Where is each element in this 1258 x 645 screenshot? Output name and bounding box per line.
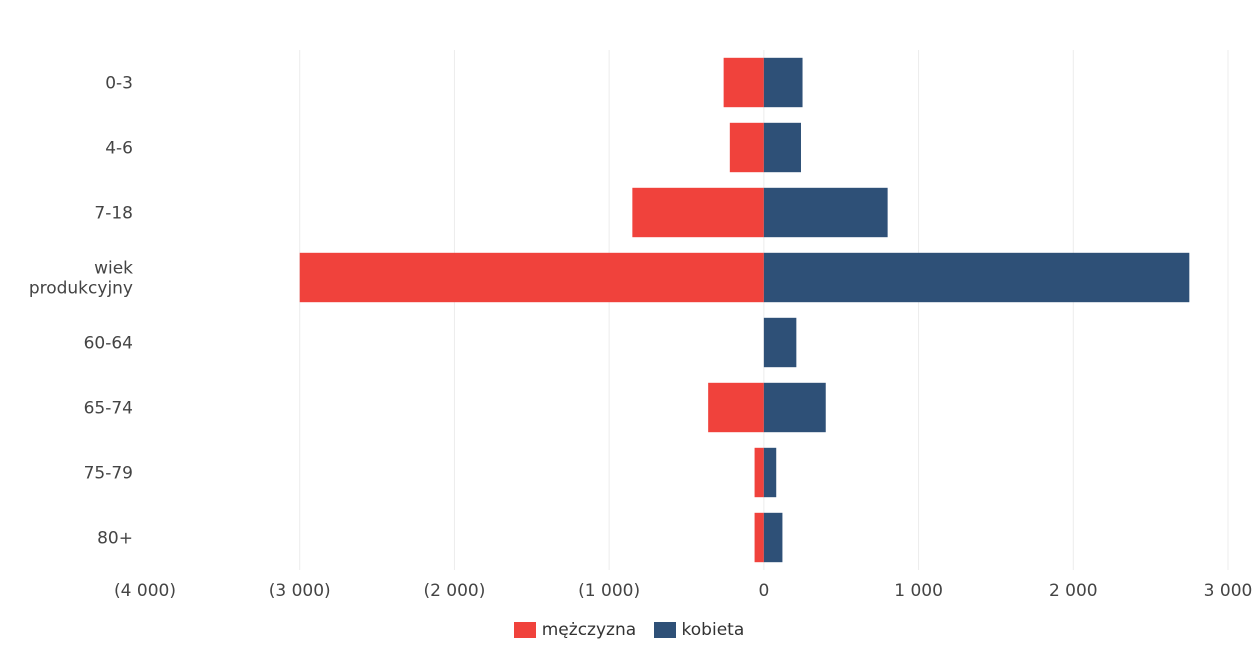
bar-men [754,512,764,563]
bar-men [299,252,764,303]
category-label: 60-64 [84,334,133,354]
bar-men [723,57,764,108]
bar-women [763,447,777,498]
x-tick-label: (1 000) [578,581,640,601]
bar-women [763,122,801,173]
bar-women [763,252,1190,303]
legend-label-women: kobieta [681,620,745,640]
legend-swatch-men [513,622,536,638]
category-label: 7-18 [94,204,133,224]
bars [299,57,1190,563]
bar-men [754,447,764,498]
category-label: wiek produkcyjny [29,259,133,299]
category-labels: 0-3 4-6 7-18 wiek produkcyjny 60-64 65-74 75-79… [29,74,133,549]
legend-label-men: mężczyzna [541,620,637,640]
bar-men [708,382,764,433]
bar-women [763,187,888,238]
category-label: 75-79 [84,464,133,484]
x-tick-label: 3 000 [1204,581,1253,601]
legend: mężczyzna kobieta [0,620,1258,643]
x-tick-label: 0 [758,581,769,601]
x-tick-label: (4 000) [114,581,176,601]
legend-item-women: kobieta [653,620,745,640]
bar-women [763,512,783,563]
x-tick-label: (3 000) [269,581,331,601]
bar-women [763,382,826,433]
bar-men [729,122,764,173]
x-axis-tick-labels: (4 000) (3 000) (2 000) (1 000) 0 1 000 2 000 3… [114,581,1252,601]
x-tick-label: (2 000) [423,581,485,601]
category-label: 80+ [97,529,133,549]
category-label: 4-6 [105,139,133,159]
x-tick-label: 1 000 [894,581,943,601]
bar-men [632,187,764,238]
category-label: 65-74 [84,399,133,419]
legend-item-men: mężczyzna [513,620,637,640]
bar-women [763,57,803,108]
bar-women [763,317,797,368]
x-tick-label: 2 000 [1049,581,1098,601]
legend-swatch-women [653,622,676,638]
category-label: 0-3 [105,74,133,94]
